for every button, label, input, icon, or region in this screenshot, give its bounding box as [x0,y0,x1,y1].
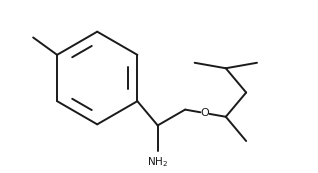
Text: O: O [201,108,209,118]
Text: NH$_2$: NH$_2$ [147,156,168,169]
